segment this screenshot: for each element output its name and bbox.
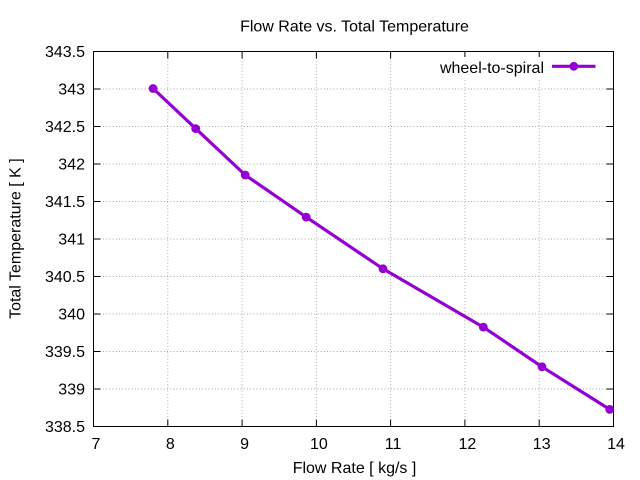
- svg-text:wheel-to-spiral: wheel-to-spiral: [439, 60, 544, 77]
- svg-text:14: 14: [607, 436, 625, 453]
- svg-text:341: 341: [58, 232, 85, 249]
- svg-text:340.5: 340.5: [45, 269, 85, 286]
- svg-text:339.5: 339.5: [45, 344, 85, 361]
- svg-text:343: 343: [58, 82, 85, 99]
- svg-text:342: 342: [58, 157, 85, 174]
- svg-text:7: 7: [92, 436, 101, 453]
- svg-text:9: 9: [240, 436, 249, 453]
- svg-text:339: 339: [58, 382, 85, 399]
- svg-text:Flow Rate vs. Total Temperatur: Flow Rate vs. Total Temperature: [240, 19, 469, 36]
- svg-text:12: 12: [459, 436, 477, 453]
- svg-text:338.5: 338.5: [45, 419, 85, 436]
- svg-text:Flow Rate [ kg/s ]: Flow Rate [ kg/s ]: [293, 460, 417, 477]
- svg-text:Total Temperature [ K ]: Total Temperature [ K ]: [7, 158, 24, 319]
- svg-text:10: 10: [310, 436, 328, 453]
- svg-text:342.5: 342.5: [45, 119, 85, 136]
- svg-text:341.5: 341.5: [45, 194, 85, 211]
- svg-text:8: 8: [166, 436, 175, 453]
- svg-text:11: 11: [385, 436, 402, 453]
- svg-text:343.5: 343.5: [45, 44, 85, 61]
- svg-text:340: 340: [58, 307, 85, 324]
- svg-text:13: 13: [533, 436, 551, 453]
